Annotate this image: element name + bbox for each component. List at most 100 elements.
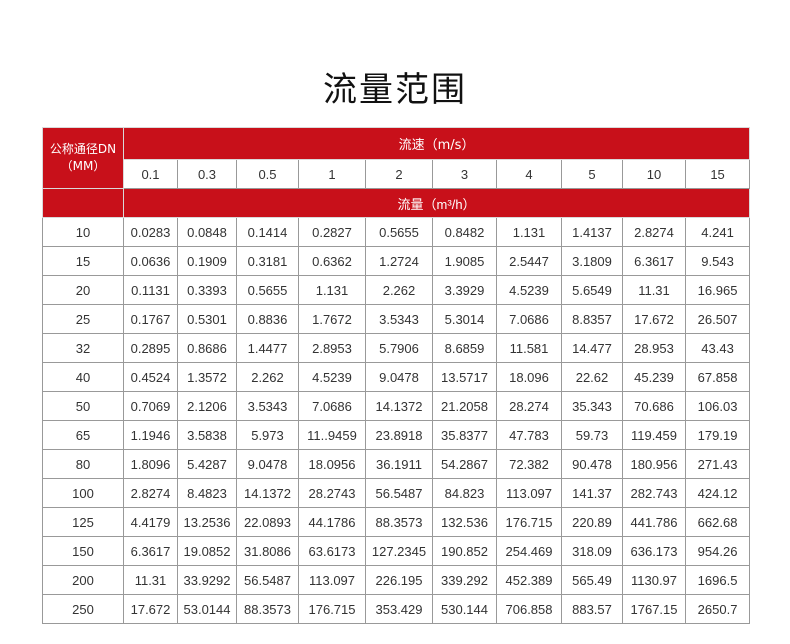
flow-value-cell: 45.239 — [622, 362, 686, 392]
flow-value-cell: 636.173 — [622, 536, 686, 566]
flow-value-cell: 1.3572 — [177, 362, 237, 392]
dn-cell: 80 — [42, 449, 124, 479]
flow-value-cell: 0.5301 — [177, 304, 237, 334]
speed-cell: 0.3 — [177, 159, 237, 189]
flow-value-cell: 220.89 — [561, 507, 623, 537]
dn-column-header: 公称通径DN （MM） — [42, 127, 124, 189]
flow-value-cell: 226.195 — [365, 565, 433, 595]
flow-value-cell: 2.262 — [236, 362, 299, 392]
table-row: 100 2.8274 8.4823 14.1372 28.2743 56.5487 84.8… — [42, 478, 751, 508]
flow-value-cell: 14.1372 — [365, 391, 433, 421]
flow-value-cell: 3.5838 — [177, 420, 237, 450]
flow-value-cell: 33.9292 — [177, 565, 237, 595]
flow-value-cell: 1.9085 — [432, 246, 497, 276]
flow-value-cell: 141.37 — [561, 478, 623, 508]
flow-value-cell: 954.26 — [684, 536, 751, 566]
flow-value-cell: 9.543 — [684, 246, 751, 276]
flow-value-cell: 14.477 — [561, 333, 623, 363]
flow-value-cell: 1.8096 — [123, 449, 178, 479]
flow-value-cell: 70.686 — [622, 391, 686, 421]
flow-value-cell: 16.965 — [684, 275, 751, 305]
flow-value-cell: 2.5447 — [496, 246, 562, 276]
flow-value-cell: 5.4287 — [177, 449, 237, 479]
flow-value-cell: 1.131 — [496, 217, 562, 247]
flow-value-cell: 530.144 — [432, 594, 497, 624]
flow-value-cell: 5.7906 — [365, 333, 433, 363]
flow-value-cell: 176.715 — [298, 594, 366, 624]
dn-cell: 40 — [42, 362, 124, 392]
flow-value-cell: 17.672 — [123, 594, 178, 624]
flow-value-cell: 2.8274 — [622, 217, 686, 247]
flow-value-cell: 31.8086 — [236, 536, 299, 566]
flow-value-cell: 0.8836 — [236, 304, 299, 334]
flow-value-cell: 6.3617 — [622, 246, 686, 276]
flow-value-cell: 9.0478 — [365, 362, 433, 392]
flow-value-cell: 7.0686 — [496, 304, 562, 334]
flow-value-cell: 17.672 — [622, 304, 686, 334]
flow-value-cell: 18.0956 — [298, 449, 366, 479]
flow-value-cell: 318.09 — [561, 536, 623, 566]
flow-value-cell: 452.389 — [496, 565, 562, 595]
flow-header-spacer — [42, 188, 124, 218]
speed-cell: 0.1 — [123, 159, 178, 189]
table-row: 50 0.7069 2.1206 3.5343 7.0686 14.1372 21.2058… — [42, 391, 751, 421]
flow-value-cell: 22.62 — [561, 362, 623, 392]
flow-value-cell: 63.6173 — [298, 536, 366, 566]
flow-value-cell: 5.6549 — [561, 275, 623, 305]
table-row: 32 0.2895 0.8686 1.4477 2.8953 5.7906 8.6859 11… — [42, 333, 751, 363]
flow-value-cell: 84.823 — [432, 478, 497, 508]
flow-value-cell: 9.0478 — [236, 449, 299, 479]
flow-value-cell: 3.3929 — [432, 275, 497, 305]
dn-cell: 250 — [42, 594, 124, 624]
speed-cell: 10 — [622, 159, 686, 189]
dn-cell: 65 — [42, 420, 124, 450]
header-row-speed-group: 公称通径DN （MM） 流速（m/s） — [42, 127, 751, 189]
flow-value-cell: 3.5343 — [236, 391, 299, 421]
flow-value-cell: 35.343 — [561, 391, 623, 421]
flow-value-cell: 0.6362 — [298, 246, 366, 276]
dn-cell: 32 — [42, 333, 124, 363]
flow-range-table: 公称通径DN （MM） 流速（m/s） 0.1 0.3 0.5 1 2 3 4 5 10 15 流… — [42, 127, 751, 624]
speed-cell: 1 — [298, 159, 366, 189]
flow-value-cell: 0.1414 — [236, 217, 299, 247]
flow-value-cell: 180.956 — [622, 449, 686, 479]
flow-value-cell: 54.2867 — [432, 449, 497, 479]
flow-value-cell: 3.5343 — [365, 304, 433, 334]
flow-value-cell: 0.2827 — [298, 217, 366, 247]
flow-value-cell: 176.715 — [496, 507, 562, 537]
speed-group-header: 流速（m/s） — [122, 127, 751, 160]
flow-value-cell: 1.131 — [298, 275, 366, 305]
flow-value-cell: 19.0852 — [177, 536, 237, 566]
table-row: 65 1.1946 3.5838 5.973 11..9459 23.8918 35.837… — [42, 420, 751, 450]
table-row: 200 11.31 33.9292 56.5487 113.097 226.195 339.… — [42, 565, 751, 595]
speed-values-row: 0.1 0.3 0.5 1 2 3 4 5 10 15 — [43, 159, 751, 189]
flow-value-cell: 0.0636 — [123, 246, 178, 276]
flow-value-cell: 13.5717 — [432, 362, 497, 392]
dn-cell: 100 — [42, 478, 124, 508]
flow-value-cell: 0.3181 — [236, 246, 299, 276]
flow-value-cell: 14.1372 — [236, 478, 299, 508]
table-row: 80 1.8096 5.4287 9.0478 18.0956 36.1911 54.286… — [42, 449, 751, 479]
flow-value-cell: 4.5239 — [298, 362, 366, 392]
dn-cell: 200 — [42, 565, 124, 595]
flow-value-cell: 127.2345 — [365, 536, 433, 566]
flow-value-cell: 0.1767 — [123, 304, 178, 334]
flow-value-cell: 2.1206 — [177, 391, 237, 421]
flow-value-cell: 0.8482 — [432, 217, 497, 247]
flow-value-cell: 1696.5 — [684, 565, 751, 595]
table-row: 125 4.4179 13.2536 22.0893 44.1786 88.3573 132… — [42, 507, 751, 537]
flow-value-cell: 36.1911 — [365, 449, 433, 479]
flow-value-cell: 18.096 — [496, 362, 562, 392]
flow-value-cell: 132.536 — [432, 507, 497, 537]
flow-value-cell: 8.8357 — [561, 304, 623, 334]
flow-value-cell: 339.292 — [432, 565, 497, 595]
flow-value-cell: 0.7069 — [123, 391, 178, 421]
dn-cell: 50 — [42, 391, 124, 421]
flow-value-cell: 22.0893 — [236, 507, 299, 537]
dn-cell: 125 — [42, 507, 124, 537]
flow-value-cell: 1.4477 — [236, 333, 299, 363]
dn-cell: 25 — [42, 304, 124, 334]
flow-value-cell: 271.43 — [684, 449, 751, 479]
dn-header-line2: （MM） — [60, 159, 106, 173]
flow-group-header: 流量（m³/h） — [122, 188, 751, 218]
